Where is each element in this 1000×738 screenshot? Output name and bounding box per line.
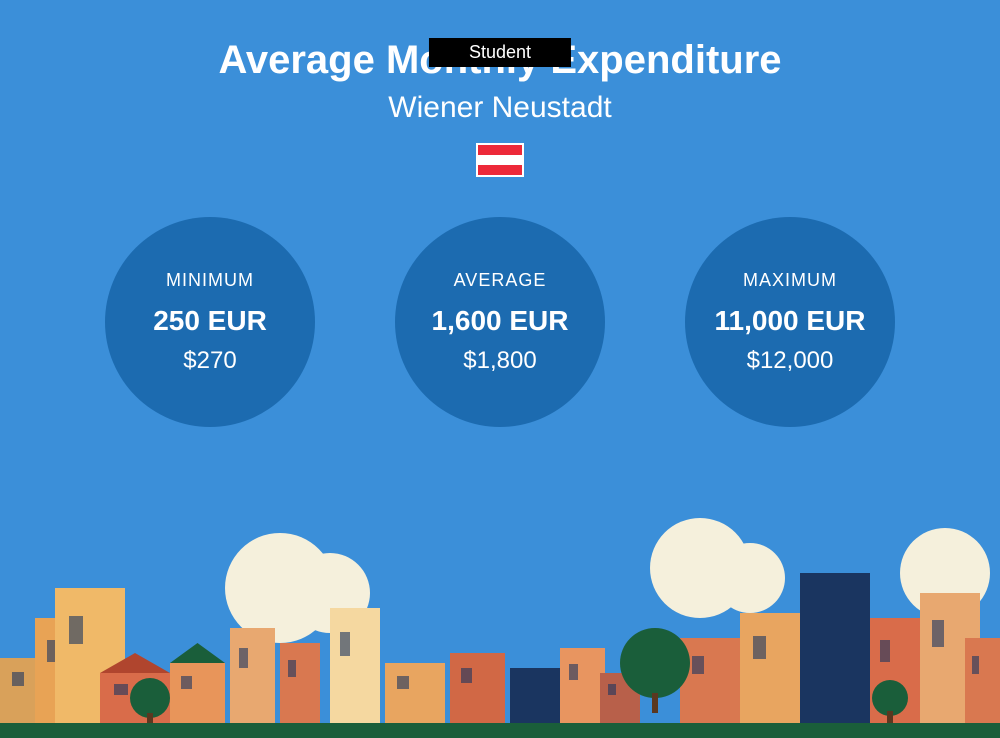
stat-circle-average: AVERAGE 1,600 EUR $1,800	[395, 217, 605, 427]
stat-circle-minimum: MINIMUM 250 EUR $270	[105, 217, 315, 427]
stat-amount: 1,600 EUR	[432, 305, 569, 337]
stat-amount: 250 EUR	[153, 305, 267, 337]
location-subtitle: Wiener Neustadt	[0, 91, 1000, 125]
austria-flag-icon	[476, 143, 524, 177]
stat-circle-maximum: MAXIMUM 11,000 EUR $12,000	[685, 217, 895, 427]
stat-usd: $270	[183, 347, 236, 375]
stat-circles-row: MINIMUM 250 EUR $270 AVERAGE 1,600 EUR $…	[0, 217, 1000, 427]
stat-usd: $1,800	[463, 347, 536, 375]
cityscape-illustration	[0, 518, 1000, 738]
stat-amount: 11,000 EUR	[715, 305, 866, 337]
stat-usd: $12,000	[747, 347, 834, 375]
stat-label: AVERAGE	[454, 270, 547, 291]
stat-label: MAXIMUM	[743, 270, 837, 291]
category-badge: Student	[429, 38, 571, 67]
stat-label: MINIMUM	[166, 270, 254, 291]
